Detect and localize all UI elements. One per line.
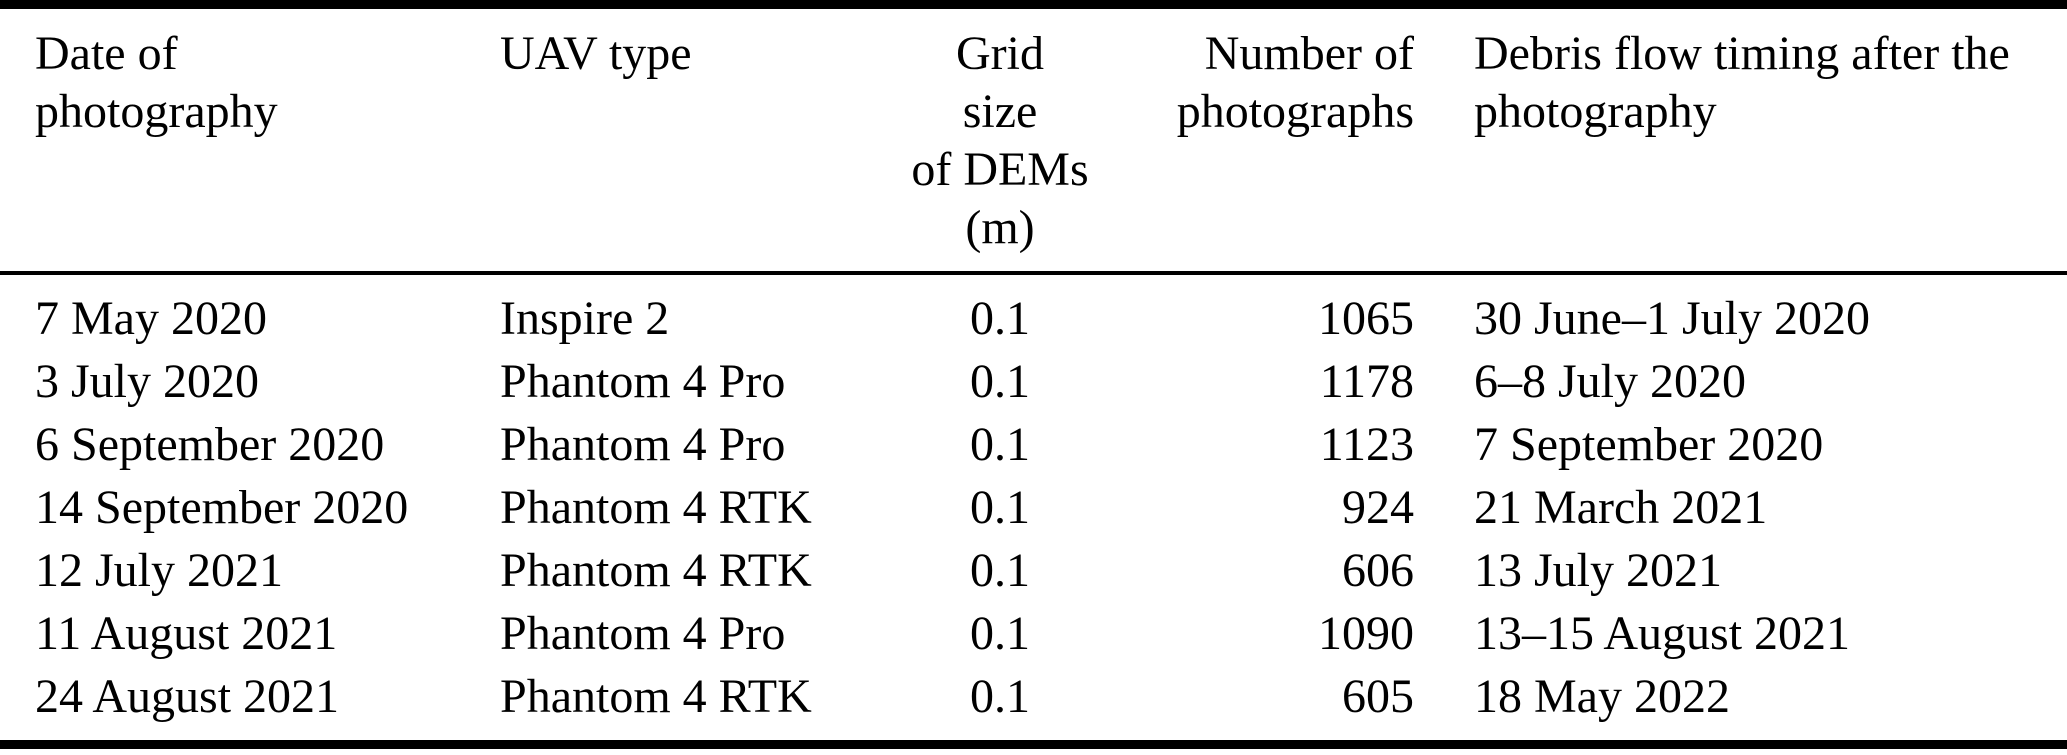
column-header-debris-flow-timing: Debris flow timing after the photography <box>1474 27 2010 138</box>
cell-uav: Inspire 2 <box>500 292 670 345</box>
cell-grid: 0.1 <box>970 355 1030 408</box>
cell-date: 7 May 2020 <box>35 292 267 345</box>
cell-uav: Phantom 4 Pro <box>500 418 786 471</box>
cell-uav: Phantom 4 Pro <box>500 355 786 408</box>
column-header-number-of-photographs: Number of photographs <box>1176 27 1414 138</box>
cell-num: 1090 <box>1318 607 1414 660</box>
cell-uav: Phantom 4 RTK <box>500 544 812 597</box>
table-top-rule <box>0 0 2067 9</box>
cell-num: 606 <box>1342 544 1414 597</box>
cell-grid: 0.1 <box>970 670 1030 723</box>
cell-date: 6 September 2020 <box>35 418 385 471</box>
cell-grid: 0.1 <box>970 481 1030 534</box>
cell-date: 14 September 2020 <box>35 481 409 534</box>
cell-num: 1123 <box>1319 418 1414 471</box>
table-bottom-rule <box>0 740 2067 749</box>
cell-num: 1178 <box>1319 355 1414 408</box>
table-row: 12 July 2021 Phantom 4 RTK 0.1 606 13 Ju… <box>0 539 2067 602</box>
cell-timing: 7 September 2020 <box>1474 418 1824 471</box>
column-header-grid-size: Grid size of DEMs (m) <box>911 27 1089 254</box>
table-header-row: Date of photography UAV type Grid size o… <box>0 9 2067 271</box>
cell-date: 24 August 2021 <box>35 670 340 723</box>
column-header-date-of-photography: Date of photography <box>35 27 278 138</box>
cell-timing: 13–15 August 2021 <box>1474 607 1851 660</box>
cell-uav: Phantom 4 RTK <box>500 481 812 534</box>
cell-grid: 0.1 <box>970 607 1030 660</box>
cell-uav: Phantom 4 RTK <box>500 670 812 723</box>
cell-date: 12 July 2021 <box>35 544 284 597</box>
cell-grid: 0.1 <box>970 418 1030 471</box>
cell-grid: 0.1 <box>970 292 1030 345</box>
table-row: 3 July 2020 Phantom 4 Pro 0.1 1178 6–8 J… <box>0 350 2067 413</box>
table-row: 7 May 2020 Inspire 2 0.1 1065 30 June–1 … <box>0 287 2067 350</box>
table-row: 6 September 2020 Phantom 4 Pro 0.1 1123 … <box>0 413 2067 476</box>
cell-timing: 13 July 2021 <box>1474 544 1723 597</box>
cell-timing: 21 March 2021 <box>1474 481 1768 534</box>
table-body: 7 May 2020 Inspire 2 0.1 1065 30 June–1 … <box>0 275 2067 740</box>
table-row: 11 August 2021 Phantom 4 Pro 0.1 1090 13… <box>0 602 2067 665</box>
cell-num: 924 <box>1342 481 1414 534</box>
column-header-uav-type: UAV type <box>500 27 692 80</box>
cell-timing: 6–8 July 2020 <box>1474 355 1747 408</box>
cell-timing: 18 May 2022 <box>1474 670 1730 723</box>
cell-grid: 0.1 <box>970 544 1030 597</box>
cell-date: 3 July 2020 <box>35 355 260 408</box>
table-row: 24 August 2021 Phantom 4 RTK 0.1 605 18 … <box>0 665 2067 728</box>
cell-date: 11 August 2021 <box>35 607 338 660</box>
cell-timing: 30 June–1 July 2020 <box>1474 292 1870 345</box>
table-header-rule <box>0 271 2067 275</box>
cell-num: 605 <box>1342 670 1414 723</box>
table-row: 14 September 2020 Phantom 4 RTK 0.1 924 … <box>0 476 2067 539</box>
cell-num: 1065 <box>1318 292 1414 345</box>
cell-uav: Phantom 4 Pro <box>500 607 786 660</box>
